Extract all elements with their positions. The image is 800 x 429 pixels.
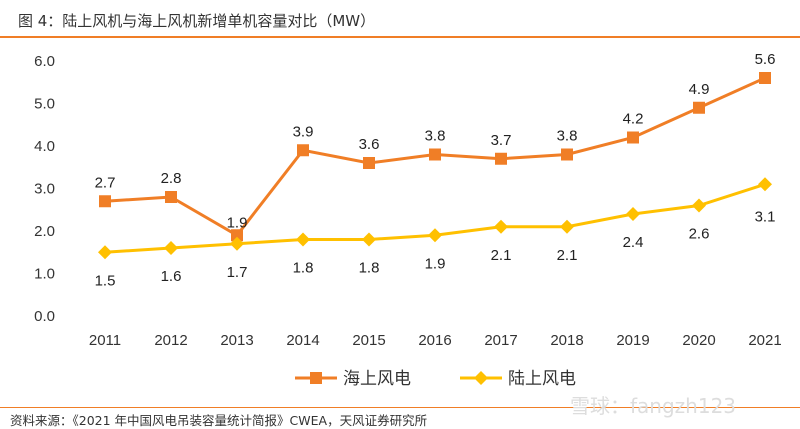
- data-point: [297, 144, 309, 157]
- data-point: [362, 232, 376, 247]
- y-tick-label: 3.0: [34, 181, 55, 198]
- data-label: 1.7: [227, 264, 248, 281]
- data-point: [494, 219, 508, 234]
- data-point: [428, 228, 442, 243]
- footer-divider: [0, 407, 800, 408]
- data-label: 2.7: [95, 174, 116, 191]
- data-label: 1.9: [227, 214, 248, 231]
- legend-marker: [474, 371, 488, 385]
- data-point: [758, 177, 772, 192]
- data-label: 2.1: [557, 247, 578, 264]
- data-point: [626, 207, 640, 221]
- x-tick-label: 2015: [352, 332, 385, 349]
- data-point: [230, 236, 244, 251]
- data-label: 3.8: [425, 128, 446, 145]
- data-label: 1.6: [161, 268, 182, 285]
- data-point: [561, 148, 573, 161]
- data-label: 3.8: [557, 128, 578, 145]
- data-label: 3.9: [293, 123, 314, 140]
- x-tick-label: 2012: [154, 332, 187, 349]
- data-label: 5.6: [755, 51, 776, 68]
- data-point: [164, 241, 178, 255]
- data-point: [627, 131, 639, 144]
- data-point: [495, 152, 507, 165]
- watermark: 雪球：fangzh123: [570, 394, 737, 418]
- x-tick-label: 2013: [220, 332, 253, 349]
- title-divider: [0, 36, 800, 38]
- x-tick-label: 2018: [550, 332, 583, 349]
- data-label: 1.9: [425, 255, 446, 272]
- data-label: 1.5: [95, 272, 116, 289]
- data-label: 3.7: [491, 132, 512, 149]
- data-label: 1.8: [359, 260, 380, 277]
- y-tick-label: 6.0: [34, 53, 55, 70]
- data-point: [99, 195, 111, 208]
- data-point: [165, 191, 177, 203]
- x-tick-label: 2020: [682, 332, 715, 349]
- data-point: [296, 232, 310, 247]
- data-point: [231, 229, 243, 242]
- x-tick-label: 2021: [748, 332, 781, 349]
- data-point: [429, 148, 441, 161]
- data-label: 2.6: [689, 226, 710, 243]
- data-point: [693, 101, 705, 114]
- data-label: 2.4: [623, 234, 644, 251]
- data-point: [560, 219, 574, 234]
- x-tick-label: 2014: [286, 332, 319, 349]
- y-tick-label: 0.0: [34, 308, 55, 325]
- data-label: 4.9: [689, 81, 710, 98]
- data-label: 3.6: [359, 136, 380, 153]
- x-tick-label: 2011: [89, 332, 121, 349]
- x-tick-label: 2016: [418, 332, 451, 349]
- data-label: 2.1: [491, 247, 512, 264]
- data-label: 4.2: [623, 111, 644, 128]
- y-tick-label: 1.0: [34, 266, 55, 283]
- data-point: [98, 245, 112, 260]
- data-point: [692, 198, 706, 213]
- legend-marker: [310, 372, 322, 384]
- data-point: [363, 157, 375, 169]
- y-tick-label: 5.0: [34, 96, 55, 113]
- data-point: [759, 72, 771, 84]
- source-note: 资料来源：《2021 年中国风电吊装容量统计简报》CWEA，天风证券研究所: [10, 413, 428, 428]
- chart-title: 图 4：陆上风机与海上风机新增单机容量对比（MW）: [18, 12, 376, 30]
- y-tick-label: 2.0: [34, 223, 55, 240]
- legend-label: 陆上风电: [508, 369, 576, 389]
- legend-label: 海上风电: [343, 369, 411, 389]
- y-tick-label: 4.0: [34, 138, 55, 155]
- x-tick-label: 2017: [484, 332, 517, 349]
- data-label: 2.8: [161, 170, 182, 187]
- x-tick-label: 2019: [616, 332, 649, 349]
- data-label: 3.1: [755, 208, 776, 225]
- data-label: 1.8: [293, 260, 314, 277]
